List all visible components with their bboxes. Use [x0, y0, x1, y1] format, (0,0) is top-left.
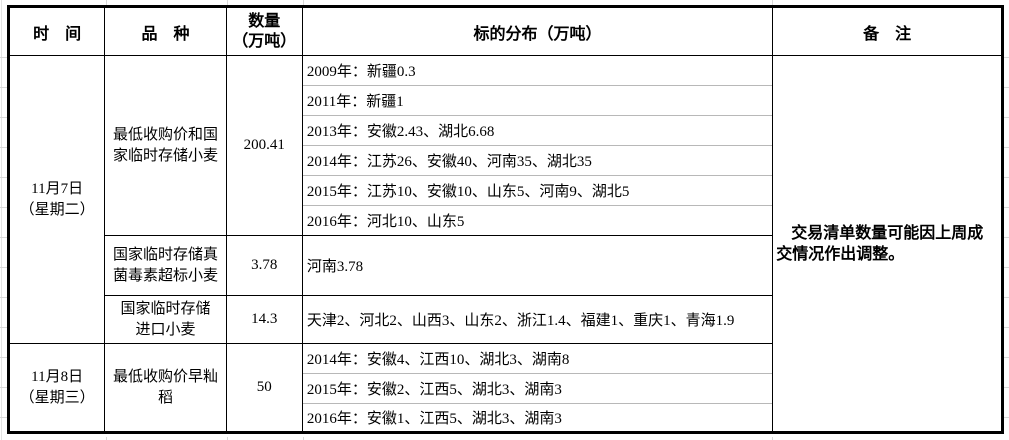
quantity-cell: 50	[225, 343, 303, 433]
header-cell-time: 时 间	[7, 6, 106, 56]
header-cell-quantity: 数量 （万吨）	[225, 6, 303, 56]
product-name-cell-wheat-toxin: 国家临时存储真 菌毒素超标小麦	[104, 235, 227, 296]
outer-gridline	[772, 437, 773, 440]
table-row: 11月7日 （星期二） 最低收购价和国 家临时存储小麦 200.41 2009年…	[7, 55, 1003, 433]
table-row: 国家临时存储真 菌毒素超标小麦 3.78 河南3.78	[9, 235, 1003, 296]
product-name-line2: 菌毒素超标小麦	[112, 267, 218, 284]
product-name-line2: 进口小麦	[135, 321, 196, 338]
header-row: 时 间 品 种 数量 （万吨） 标的分布（万吨） 备 注	[7, 6, 1003, 56]
table-row: 11月8日 （星期三） 最低收购价早籼 稻 50 2014年：安徽4、江西10、…	[7, 343, 1003, 433]
date-line2: （星期三）	[19, 389, 95, 406]
product-name-line1: 最低收购价早籼	[112, 368, 218, 385]
product-name-line2: 家临时存储小麦	[112, 147, 218, 164]
product-name-line1: 国家临时存储真	[112, 246, 218, 263]
product-name-line1: 国家临时存储	[120, 300, 211, 317]
target-distribution-cell: 2014年：安徽4、江西10、湖北3、湖南8	[301, 343, 774, 374]
target-distribution-cell: 2016年：河北10、山东5	[301, 205, 774, 236]
product-name-cell-wheat-imported: 国家临时存储 进口小麦	[104, 295, 227, 344]
outer-gridline	[303, 437, 304, 440]
header-cell-distribution: 标的分布（万吨）	[301, 6, 774, 56]
auction-schedule-table: 时 间 品 种 数量 （万吨） 标的分布（万吨） 备 注 11月7日 （星期二）…	[7, 5, 1004, 434]
remark-line2: 交情况作出调整。	[776, 245, 905, 263]
header-cell-variety: 品 种	[104, 6, 227, 56]
table-row: 2014年：江苏26、安徽40、河南35、湖北35	[9, 145, 1003, 176]
target-distribution-cell: 2009年：新疆0.3	[301, 55, 774, 86]
product-name-line1: 最低收购价和国	[112, 126, 218, 143]
quantity-cell: 14.3	[225, 295, 303, 344]
table-row: 2015年：安徽2、江西5、湖北3、湖南3	[9, 373, 1003, 404]
remark-line1: 交易清单数量可能因上周成	[791, 224, 984, 242]
product-name-cell-wheat-minprice: 最低收购价和国 家临时存储小麦	[104, 55, 227, 236]
quantity-cell: 3.78	[225, 235, 303, 296]
date-line1: 11月7日	[31, 180, 84, 197]
outer-gridline	[303, 0, 304, 5]
target-distribution-cell: 2015年：江苏10、安徽10、山东5、河南9、湖北5	[301, 175, 774, 206]
target-distribution-cell: 2015年：安徽2、江西5、湖北3、湖南3	[301, 373, 774, 404]
target-distribution-cell: 2013年：安徽2.43、湖北6.68	[301, 115, 774, 146]
outer-gridline-stubs-right	[1004, 57, 1009, 435]
header-quantity-line1: 数量	[248, 12, 281, 30]
quantity-cell: 200.41	[225, 55, 303, 236]
date-cell-nov7: 11月7日 （星期二）	[7, 55, 106, 344]
table-row: 2016年：安徽1、江西5、湖北3、湖南3	[9, 403, 1003, 433]
header-cell-remark: 备 注	[772, 6, 1003, 56]
target-distribution-cell: 2014年：江苏26、安徽40、河南35、湖北35	[301, 145, 774, 176]
date-line2: （星期二）	[19, 201, 95, 218]
target-distribution-cell: 2016年：安徽1、江西5、湖北3、湖南3	[301, 403, 774, 433]
table-row: 2011年：新疆1	[9, 85, 1003, 116]
table-row: 国家临时存储 进口小麦 14.3 天津2、河北2、山西3、山东2、浙江1.4、福…	[9, 295, 1003, 344]
product-name-line2: 稻	[157, 389, 173, 406]
header-quantity-line2: （万吨）	[232, 32, 297, 50]
table-row: 2013年：安徽2.43、湖北6.68	[9, 115, 1003, 146]
outer-gridline	[227, 437, 228, 440]
target-distribution-cell: 2011年：新疆1	[301, 85, 774, 116]
outer-gridline	[106, 0, 107, 5]
outer-gridline-stubs-left	[0, 57, 7, 435]
date-cell-nov8: 11月8日 （星期三）	[7, 343, 106, 433]
target-distribution-cell: 天津2、河北2、山西3、山东2、浙江1.4、福建1、重庆1、青海1.9	[301, 295, 774, 344]
table-row: 2015年：江苏10、安徽10、山东5、河南9、湖北5	[9, 175, 1003, 206]
outer-gridline	[106, 437, 107, 440]
table-row: 2016年：河北10、山东5	[9, 205, 1003, 236]
remark-cell: 交易清单数量可能因上周成 交情况作出调整。	[772, 55, 1003, 433]
product-name-cell-rice-minprice: 最低收购价早籼 稻	[104, 343, 227, 433]
outer-gridline	[772, 0, 773, 5]
date-line1: 11月8日	[31, 368, 84, 385]
target-distribution-cell: 河南3.78	[301, 235, 774, 296]
outer-gridline	[227, 0, 228, 5]
